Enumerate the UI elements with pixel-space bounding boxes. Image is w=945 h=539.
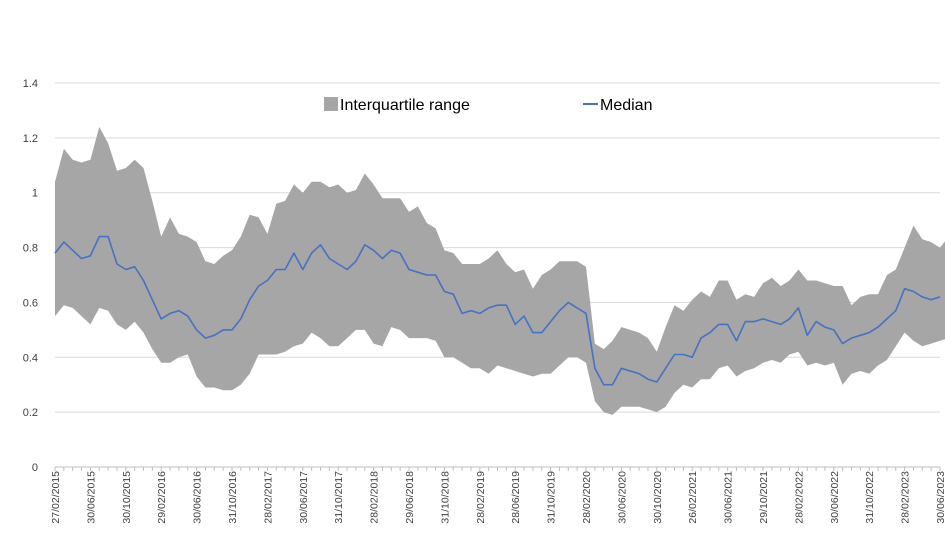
y-tick-label: 0.6 xyxy=(23,297,38,309)
x-tick-label: 29/02/2016 xyxy=(156,471,168,524)
x-tick-label: 28/02/2019 xyxy=(475,471,487,524)
plot-area xyxy=(54,126,945,415)
legend-swatch-iqr xyxy=(324,97,338,111)
x-tick-label: 30/06/2021 xyxy=(723,471,735,524)
x-tick-label: 30/06/2017 xyxy=(298,471,310,524)
x-tick-label: 31/10/2018 xyxy=(439,471,451,524)
y-tick-label: 1.4 xyxy=(23,78,38,90)
legend-label-iqr: Interquartile range xyxy=(340,97,470,114)
x-tick-label: 31/10/2017 xyxy=(333,471,345,524)
x-tick-label: 30/10/2020 xyxy=(652,471,664,524)
y-tick-label: 0.8 xyxy=(23,243,38,255)
median-line xyxy=(54,235,941,386)
x-tick-label: 30/06/2020 xyxy=(616,471,628,524)
y-axis: 0 0.2 0.4 0.6 0.8 1 1.2 1.4 xyxy=(23,78,38,474)
iqr-band xyxy=(55,126,945,415)
x-tick-label: 31/10/2019 xyxy=(546,471,558,524)
x-axis: 27/02/2015 30/06/2015 30/10/2015 29/02/2016… xyxy=(50,466,945,524)
x-tick-label: 30/06/2022 xyxy=(829,471,841,524)
y-tick-label: 1.2 xyxy=(23,133,38,145)
x-tick-label: 28/02/2018 xyxy=(369,471,381,524)
x-tick-label: 30/06/2015 xyxy=(85,471,97,524)
x-tick-label: 26/02/2021 xyxy=(687,471,699,524)
y-tick-label: 1 xyxy=(32,188,38,200)
x-tick-label: 31/10/2022 xyxy=(864,471,876,524)
x-tick-label: 30/06/2023 xyxy=(935,471,945,524)
x-tick-label: 29/06/2018 xyxy=(404,471,416,524)
y-tick-label: 0.4 xyxy=(23,352,38,364)
x-tick-label: 28/02/2017 xyxy=(262,471,274,524)
x-tick-label: 31/10/2016 xyxy=(227,471,239,524)
x-tick-label: 28/02/2023 xyxy=(900,471,912,524)
x-tick-label: 29/10/2021 xyxy=(758,471,770,524)
legend-label-median: Median xyxy=(600,97,652,114)
x-tick-label: 28/06/2019 xyxy=(510,471,522,524)
y-tick-label: 0.2 xyxy=(23,407,38,419)
x-tick-label: 28/02/2022 xyxy=(793,471,805,524)
x-tick-label: 30/10/2015 xyxy=(121,471,133,524)
x-tick-label: 30/06/2016 xyxy=(192,471,204,524)
x-tick-label: 27/02/2015 xyxy=(50,471,62,524)
y-tick-label: 0 xyxy=(32,462,38,474)
x-tick-label: 28/02/2020 xyxy=(581,471,593,524)
legend: Interquartile range Median xyxy=(324,97,652,114)
